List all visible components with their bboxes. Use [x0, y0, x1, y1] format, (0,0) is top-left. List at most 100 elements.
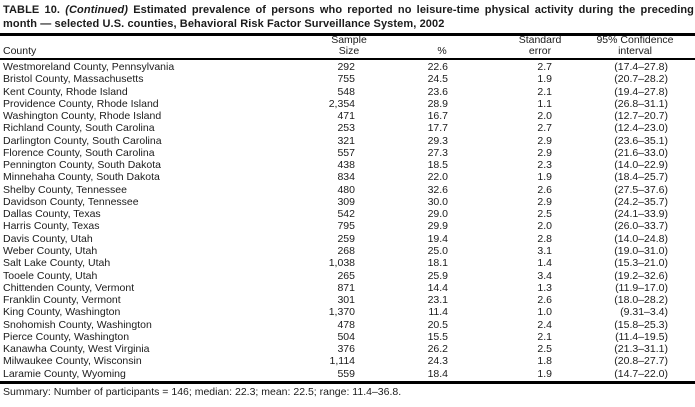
- confidence-interval-cell: (11.9–17.0): [615, 281, 668, 294]
- confidence-interval-cell: (21.3–31.1): [614, 343, 668, 356]
- county-cell: Pennington County, South Dakota: [3, 159, 161, 172]
- percent-cell: 18.4: [427, 367, 448, 380]
- percent-cell: 24.3: [427, 355, 448, 368]
- sample-size-cell: 471: [337, 110, 355, 123]
- column-header-ci-line1: 95% Confidence: [596, 34, 674, 46]
- sample-size-cell: 559: [337, 367, 355, 380]
- county-cell: Laramie County, Wyoming: [3, 367, 126, 380]
- confidence-interval-cell: (15.8–25.3): [614, 318, 668, 331]
- table-title: TABLE 10. (Continued) Estimated prevalen…: [0, 0, 695, 31]
- table-row: Pennington County, South Dakota 438 18.5…: [0, 159, 695, 171]
- column-header-county-label: County: [3, 45, 37, 57]
- table-header: County Sample Size % Standard error 95% …: [0, 34, 695, 58]
- confidence-interval-cell: (26.8–31.1): [614, 97, 668, 110]
- confidence-interval-cell: (19.0–31.0): [614, 244, 668, 257]
- percent-cell: 15.5: [427, 330, 448, 343]
- standard-error-cell: 2.6: [537, 183, 552, 196]
- table-row: Bristol County, Massachusetts 755 24.5 1…: [0, 73, 695, 85]
- summary-note: Summary: Number of participants = 146; m…: [3, 385, 402, 398]
- table-row: Chittenden County, Vermont 871 14.4 1.3 …: [0, 282, 695, 294]
- table-row: King County, Washington 1,370 11.4 1.0 (…: [0, 306, 695, 318]
- percent-cell: 14.4: [427, 281, 448, 294]
- table-row: Harris County, Texas 795 29.9 2.0 (26.0–…: [0, 220, 695, 232]
- sample-size-cell: 268: [337, 244, 355, 257]
- standard-error-cell: 3.1: [537, 244, 552, 257]
- column-header-sample-line2: Size: [338, 45, 360, 57]
- standard-error-cell: 1.1: [537, 97, 552, 110]
- county-cell: Harris County, Texas: [3, 220, 100, 233]
- standard-error-cell: 2.9: [537, 195, 552, 208]
- county-cell: Dallas County, Texas: [3, 208, 101, 221]
- standard-error-cell: 1.4: [537, 257, 552, 270]
- sample-size-cell: 438: [337, 159, 355, 172]
- table-body: Westmoreland County, Pennsylvania 292 22…: [0, 61, 695, 380]
- standard-error-cell: 2.0: [537, 110, 552, 123]
- county-cell: King County, Washington: [3, 306, 121, 319]
- percent-cell: 22.6: [427, 61, 448, 73]
- table-title-text: Estimated prevalence of persons who repo…: [133, 4, 694, 16]
- county-cell: Pierce County, Washington: [3, 330, 130, 343]
- percent-cell: 20.5: [427, 318, 448, 331]
- percent-cell: 29.9: [427, 220, 448, 233]
- percent-cell: 17.7: [427, 122, 448, 135]
- table-row: Providence County, Rhode Island 2,354 28…: [0, 98, 695, 110]
- standard-error-cell: 2.1: [537, 330, 552, 343]
- sample-size-cell: 871: [337, 281, 355, 294]
- sample-size-cell: 542: [337, 208, 355, 221]
- title-divider-rule: [0, 33, 695, 36]
- table-row: Shelby County, Tennessee 480 32.6 2.6 (2…: [0, 184, 695, 196]
- percent-cell: 22.0: [427, 171, 448, 184]
- sample-size-cell: 1,370: [328, 306, 355, 319]
- county-cell: Minnehaha County, South Dakota: [3, 171, 160, 184]
- sample-size-cell: 321: [337, 134, 355, 147]
- standard-error-cell: 2.0: [537, 220, 552, 233]
- table-row: Darlington County, South Carolina 321 29…: [0, 135, 695, 147]
- county-cell: Salt Lake County, Utah: [3, 257, 111, 270]
- sample-size-cell: 755: [337, 73, 355, 86]
- county-cell: Darlington County, South Carolina: [3, 134, 162, 147]
- table-row: Pierce County, Washington 504 15.5 2.1 (…: [0, 331, 695, 343]
- standard-error-cell: 2.9: [537, 146, 552, 159]
- county-cell: Weber County, Utah: [3, 244, 98, 257]
- percent-cell: 19.4: [427, 232, 448, 245]
- standard-error-cell: 2.8: [537, 232, 552, 245]
- percent-cell: 29.3: [427, 134, 448, 147]
- percent-cell: 30.0: [427, 195, 448, 208]
- county-cell: Kent County, Rhode Island: [3, 85, 128, 98]
- sample-size-cell: 265: [337, 269, 355, 282]
- table-title-line1: TABLE 10. (Continued) Estimated prevalen…: [3, 4, 694, 18]
- percent-cell: 25.0: [427, 244, 448, 257]
- standard-error-cell: 1.9: [537, 367, 552, 380]
- county-cell: Davidson County, Tennessee: [3, 195, 139, 208]
- percent-cell: 18.5: [427, 159, 448, 172]
- sample-size-cell: 309: [337, 195, 355, 208]
- header-divider-rule: [0, 58, 695, 60]
- column-header-sample-line1: Sample: [331, 34, 367, 46]
- column-header-sample-size: Sample Size: [309, 35, 389, 57]
- table-row: Kanawha County, West Virginia 376 26.2 2…: [0, 343, 695, 355]
- standard-error-cell: 2.4: [537, 318, 552, 331]
- county-cell: Tooele County, Utah: [3, 269, 98, 282]
- table-row: Richland County, South Carolina 253 17.7…: [0, 122, 695, 134]
- percent-cell: 18.1: [427, 257, 448, 270]
- sample-size-cell: 548: [337, 85, 355, 98]
- sample-size-cell: 253: [337, 122, 355, 135]
- confidence-interval-cell: (20.7–28.2): [614, 73, 668, 86]
- standard-error-cell: 1.9: [537, 73, 552, 86]
- table-title-line2: month — selected U.S. counties, Behavior…: [3, 17, 445, 30]
- standard-error-cell: 1.0: [537, 306, 552, 319]
- sample-size-cell: 834: [337, 171, 355, 184]
- standard-error-cell: 2.7: [537, 61, 552, 73]
- table-row: Salt Lake County, Utah 1,038 18.1 1.4 (1…: [0, 257, 695, 269]
- county-cell: Washington County, Rhode Island: [3, 110, 162, 123]
- sample-size-cell: 795: [337, 220, 355, 233]
- table-row: Davidson County, Tennessee 309 30.0 2.9 …: [0, 196, 695, 208]
- table-row: Snohomish County, Washington 478 20.5 2.…: [0, 319, 695, 331]
- sample-size-cell: 259: [337, 232, 355, 245]
- table-row: Laramie County, Wyoming 559 18.4 1.9 (14…: [0, 368, 695, 380]
- table-bottom-rule: [0, 380, 695, 384]
- column-header-standard-error: Standard error: [500, 35, 580, 57]
- standard-error-cell: 2.9: [537, 134, 552, 147]
- county-cell: Richland County, South Carolina: [3, 122, 155, 135]
